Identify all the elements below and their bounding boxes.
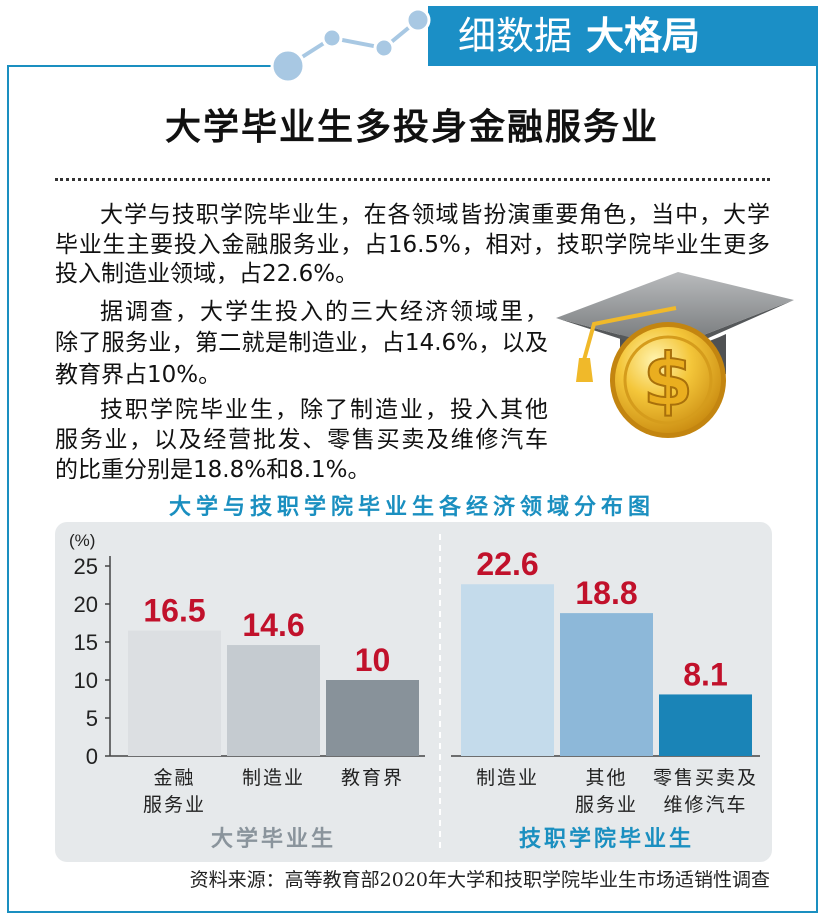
category-label: 服务业: [143, 794, 206, 816]
chart-node: [405, 7, 431, 33]
headline: 大学毕业生多投身金融服务业: [164, 107, 659, 148]
bar: [326, 680, 419, 756]
y-axis-unit-label: (%): [69, 531, 95, 550]
dotted-divider: [55, 178, 770, 181]
chart-node: [321, 27, 343, 49]
graduation-cap-dollar-coin-icon: $: [556, 272, 794, 438]
chart-panel: (%) 0 5 10 15 20 25 16.5 金融服务业 14.6 制造业 10 教育界大学毕业生 2…: [55, 522, 772, 862]
body-line: 教育界占10%。: [55, 362, 222, 388]
section-banner: 细数据 大格局: [428, 6, 818, 66]
banner-title-light: 细数据: [458, 14, 573, 58]
frame-border: [7, 66, 818, 913]
chart-node: [270, 48, 306, 84]
bar: [659, 694, 752, 756]
body-line: 服务业，以及经营批发、零售买卖及维修汽车: [55, 427, 548, 453]
y-tick-label: 5: [86, 706, 98, 731]
bar: [227, 645, 320, 756]
y-tick-label: 25: [74, 554, 98, 579]
body-line: 的比重分别是18.8%和8.1%。: [55, 457, 371, 483]
chart-node: [373, 37, 395, 59]
body-line: 投入制造业领域，占22.6%。: [55, 261, 359, 287]
category-label: 教育界: [341, 767, 404, 789]
bar-value-label: 18.8: [575, 575, 637, 611]
y-tick-label: 20: [74, 592, 98, 617]
bar: [128, 630, 221, 756]
category-label: 服务业: [575, 794, 638, 816]
banner-title-bold: 大格局: [586, 14, 701, 58]
bar-value-label: 8.1: [683, 656, 727, 692]
bar: [461, 584, 554, 756]
y-tick-label: 10: [74, 668, 98, 693]
group-label: 大学毕业生: [211, 826, 336, 852]
dollar-coin: $: [610, 322, 726, 438]
body-line: 据调查，大学生投入的三大经济领域里，: [100, 299, 548, 325]
body-line: 毕业生主要投入金融服务业，占16.5%，相对，技职学院毕业生更多: [55, 232, 770, 258]
line-chart-stroke: [286, 18, 420, 68]
body-line: 除了服务业，第二就是制造业，占14.6%，以及: [55, 330, 548, 356]
category-label: 制造业: [476, 767, 539, 789]
y-tick-label: 0: [86, 744, 98, 769]
line-chart-icon: [270, 7, 431, 84]
body-line: 大学与技职学院毕业生，在各领域皆扮演重要角色，当中，大学: [100, 202, 770, 228]
body-line: 技职学院毕业生，除了制造业，投入其他: [100, 397, 548, 423]
category-label: 金融: [153, 767, 195, 789]
category-label: 零售买卖及: [653, 767, 758, 789]
category-label: 其他: [585, 767, 627, 789]
bar-value-label: 22.6: [476, 546, 538, 582]
group-label: 技职学院毕业生: [519, 826, 694, 852]
category-label: 制造业: [242, 767, 305, 789]
bar-value-label: 14.6: [242, 607, 304, 643]
y-tick-label: 15: [74, 630, 98, 655]
category-label: 维修汽车: [663, 794, 747, 816]
frame-top-line: [7, 65, 275, 67]
dollar-sign: $: [643, 338, 693, 422]
bar: [560, 613, 653, 756]
chart-title: 大学与技职学院毕业生各经济领域分布图: [168, 495, 655, 520]
bar-value-label: 16.5: [143, 593, 205, 629]
tassel: [576, 306, 677, 382]
bar-value-label: 10: [355, 642, 391, 678]
source-note: 资料来源：高等教育部2020年大学和技职学院毕业生市场适销性调查: [189, 869, 770, 891]
